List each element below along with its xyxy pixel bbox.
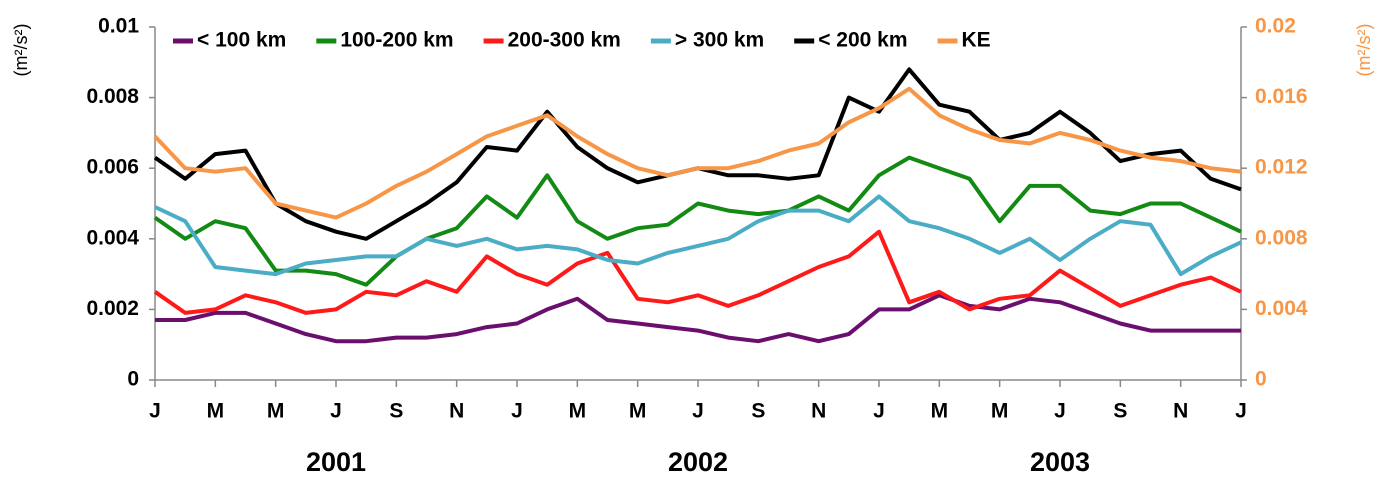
legend-label: KE	[962, 29, 991, 52]
x-tick-label: J	[873, 400, 885, 423]
y-axis-label: (m²/s²)	[11, 24, 31, 77]
x-tick-label: S	[1113, 400, 1127, 423]
series-line	[153, 86, 1242, 220]
y2-tick-label: 0.004	[1255, 297, 1308, 320]
x-tick-label: N	[1173, 400, 1188, 423]
y-tick-label: 0.004	[86, 226, 139, 249]
legend-label: < 200 km	[818, 29, 907, 52]
y-tick-label: 0	[127, 368, 139, 391]
x-tick-label: M	[207, 400, 225, 423]
x-tick-label: N	[811, 400, 826, 423]
x-tick-label: M	[931, 400, 949, 423]
year-label: 2003	[1030, 447, 1090, 477]
y-tick-label: 0.008	[86, 85, 139, 108]
y2-tick-label: 0.012	[1255, 156, 1308, 179]
y2-tick-label: 0.008	[1255, 226, 1308, 249]
legend-label: 100-200 km	[340, 29, 453, 52]
y2-tick-label: 0.02	[1255, 15, 1296, 38]
series-line	[155, 293, 1241, 344]
x-tick-label: J	[1054, 400, 1066, 423]
y-tick-label: 0.002	[86, 297, 139, 320]
x-tick-label: M	[991, 400, 1009, 423]
x-tick-label: J	[1235, 400, 1247, 423]
x-tick-label: S	[751, 400, 765, 423]
x-tick-label: J	[692, 400, 704, 423]
y2-axis-label: (m²/s²)	[1354, 24, 1374, 77]
y2-tick-label: 0	[1255, 368, 1267, 391]
y-tick-label: 0.006	[86, 156, 139, 179]
x-tick-label: M	[569, 400, 587, 423]
year-label: 2002	[668, 447, 728, 477]
legend-label: 200-300 km	[508, 29, 621, 52]
x-tick-label: M	[629, 400, 647, 423]
legend-label: < 100 km	[197, 29, 286, 52]
y-tick-label: 0.01	[98, 15, 139, 38]
x-tick-label: J	[330, 400, 342, 423]
x-tick-label: J	[511, 400, 523, 423]
y2-tick-label: 0.016	[1255, 85, 1308, 108]
x-tick-label: S	[389, 400, 403, 423]
series-line	[153, 229, 1242, 315]
year-label: 2001	[306, 447, 366, 477]
legend-label: > 300 km	[675, 29, 764, 52]
x-tick-label: M	[267, 400, 285, 423]
series-line	[154, 194, 1242, 277]
series-line	[153, 155, 1242, 287]
x-tick-label: N	[449, 400, 464, 423]
x-tick-label: J	[149, 400, 161, 423]
